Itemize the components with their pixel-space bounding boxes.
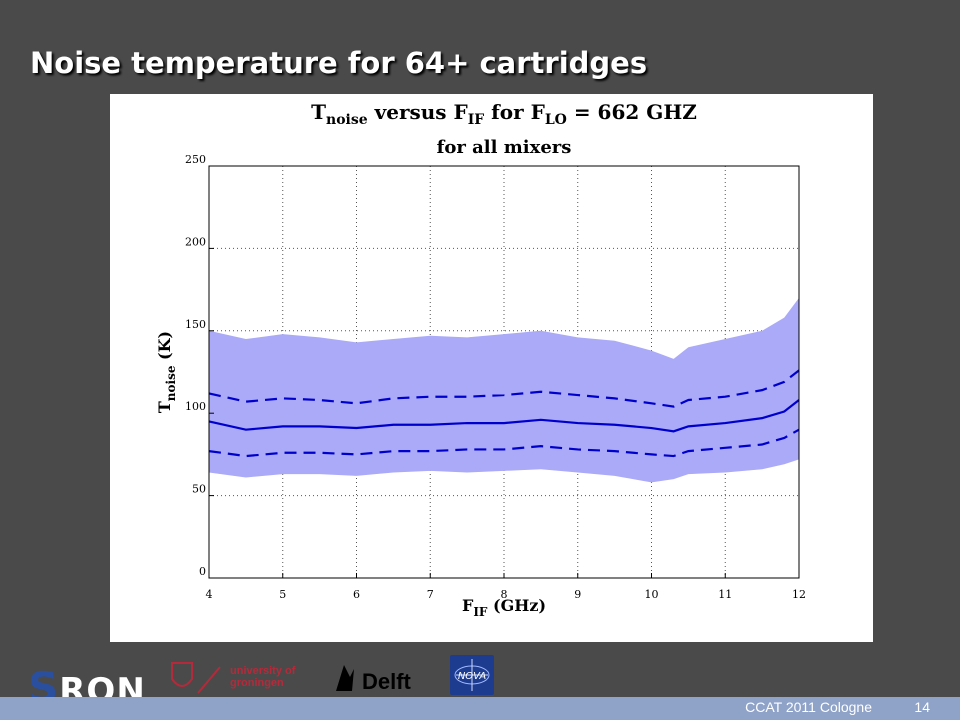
page-number: 14: [914, 699, 930, 715]
y-tick-label: 250: [185, 153, 206, 166]
y-tick-label: 150: [185, 318, 206, 331]
y-tick-label: 0: [199, 565, 206, 578]
chart-svg: 4 5 6 7 8 9 10 11 12 0 50 100 150 200 250 Tnoise versu…: [155, 100, 806, 619]
y-tick-label: 50: [192, 483, 206, 496]
footer-bar: CCAT 2011 Cologne 14: [0, 697, 960, 720]
rug-logo-text: university of groningen: [230, 665, 295, 689]
line-layer: [208, 369, 800, 458]
nova-logo: NOVA: [450, 655, 494, 695]
noise-range-band: [209, 297, 799, 483]
tick-layer: 4 5 6 7 8 9 10 11 12 0 50 100 150 200 250: [185, 153, 806, 601]
x-tick-label: 11: [718, 588, 732, 601]
chart-figure: 4 5 6 7 8 9 10 11 12 0 50 100 150 200 250 Tnoise versu…: [110, 94, 873, 642]
x-tick-label: 8: [501, 588, 508, 601]
tudelft-logo-text: Delft: [362, 669, 411, 694]
x-tick-label: 5: [279, 588, 286, 601]
x-tick-label: 6: [353, 588, 360, 601]
rug-text-line1: university of: [230, 665, 296, 677]
x-tick-label: 10: [645, 588, 659, 601]
x-axis-label: FIF (GHz): [462, 596, 546, 619]
logo-bar: SRON university of groningen Delft NOVA: [0, 655, 960, 712]
mean-line: [208, 399, 800, 433]
chart-title-line2: for all mixers: [437, 137, 572, 158]
rug-text-line2: groningen: [230, 677, 284, 689]
lower-dashed-line: [208, 428, 800, 458]
chart-title-line1: Tnoise versus FIF for FLO = 662 GHZ: [311, 100, 697, 128]
rug-crest-icon: [171, 662, 221, 694]
rug-logo: university of groningen: [168, 659, 318, 697]
x-tick-label: 7: [427, 588, 434, 601]
x-tick-label: 12: [792, 588, 806, 601]
tudelft-logo: Delft: [330, 657, 430, 697]
y-axis-label: Tnoise (K): [155, 331, 178, 413]
y-tick-label: 200: [185, 235, 206, 248]
nova-star-icon: NOVA: [454, 659, 490, 691]
nova-logo-text: NOVA: [458, 671, 487, 682]
x-tick-label: 9: [574, 588, 581, 601]
slide-title: Noise temperature for 64+ cartridges: [30, 46, 648, 80]
footer-conference: CCAT 2011 Cologne: [745, 699, 872, 715]
y-tick-label: 100: [185, 400, 206, 413]
tudelft-flame-icon: [336, 665, 354, 691]
x-tick-label: 4: [206, 588, 213, 601]
band-layer: [209, 297, 799, 483]
upper-dashed-line: [208, 369, 800, 408]
